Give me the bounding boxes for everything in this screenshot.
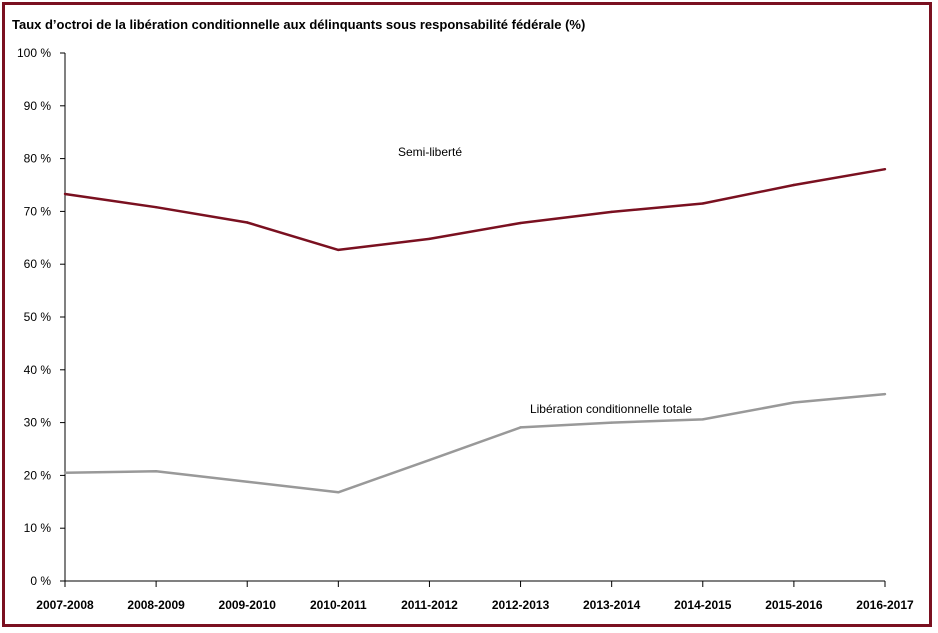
y-tick-label: 70 %: [24, 204, 52, 218]
y-tick-label: 50 %: [24, 310, 52, 324]
axes: [60, 52, 886, 587]
x-tick-label: 2007-2008: [36, 598, 94, 612]
series-line-2: [64, 392, 886, 494]
y-tick-label: 60 %: [24, 257, 52, 271]
y-tick-labels: 0 % 10 % 20 % 30 % 40 % 50 % 60 % 70 % 80 % 90 % 1…: [17, 46, 51, 588]
x-tick-label: 2010-2011: [310, 598, 367, 612]
data-point: [610, 421, 613, 424]
data-point: [154, 469, 158, 473]
data-point: [337, 248, 340, 252]
x-tick-label: 2016-2017: [856, 598, 914, 612]
data-point: [519, 426, 522, 429]
chart-title: Taux d’octroi de la libération condition…: [12, 17, 586, 32]
data-point: [701, 202, 704, 205]
y-tick-label: 0 %: [30, 574, 51, 588]
data-point: [883, 167, 887, 171]
series-lines: [63, 167, 887, 494]
data-point: [246, 221, 249, 224]
x-tick-label: 2011-2012: [401, 598, 458, 612]
y-tick-label: 90 %: [24, 99, 52, 113]
data-point: [337, 491, 340, 494]
y-tick-label: 100 %: [17, 46, 51, 60]
x-tick-label: 2014-2015: [674, 598, 732, 612]
y-tick-label: 20 %: [24, 468, 52, 482]
y-tick-label: 10 %: [24, 521, 52, 535]
data-point: [63, 471, 67, 474]
y-tick-label: 40 %: [24, 363, 52, 377]
data-point: [246, 480, 249, 483]
data-point: [428, 458, 431, 462]
chart-frame: [2, 2, 932, 627]
series-labels: Semi-liberté Libération conditionnelle to…: [398, 145, 692, 416]
x-tick-label: 2008-2009: [127, 598, 185, 612]
data-point: [63, 192, 67, 196]
x-tick-labels: 2007-2008 2008-2009 2009-2010 2010-2011 2011…: [36, 598, 914, 612]
data-point: [792, 183, 796, 187]
series-label-2: Libération conditionnelle totale: [530, 402, 692, 416]
y-tick-label: 30 %: [24, 416, 52, 430]
data-point: [519, 221, 522, 225]
y-tick-label: 80 %: [24, 152, 52, 166]
x-tick-label: 2012-2013: [492, 598, 550, 612]
data-point: [701, 418, 704, 421]
x-tick-label: 2015-2016: [765, 598, 823, 612]
series-line-1: [64, 167, 886, 252]
data-point: [428, 237, 431, 241]
data-point: [792, 401, 796, 404]
series-label-1: Semi-liberté: [398, 145, 462, 159]
x-tick-label: 2013-2014: [583, 598, 641, 612]
data-point: [154, 205, 158, 209]
data-point: [610, 210, 613, 214]
x-tick-label: 2009-2010: [219, 598, 277, 612]
data-point: [883, 392, 887, 396]
